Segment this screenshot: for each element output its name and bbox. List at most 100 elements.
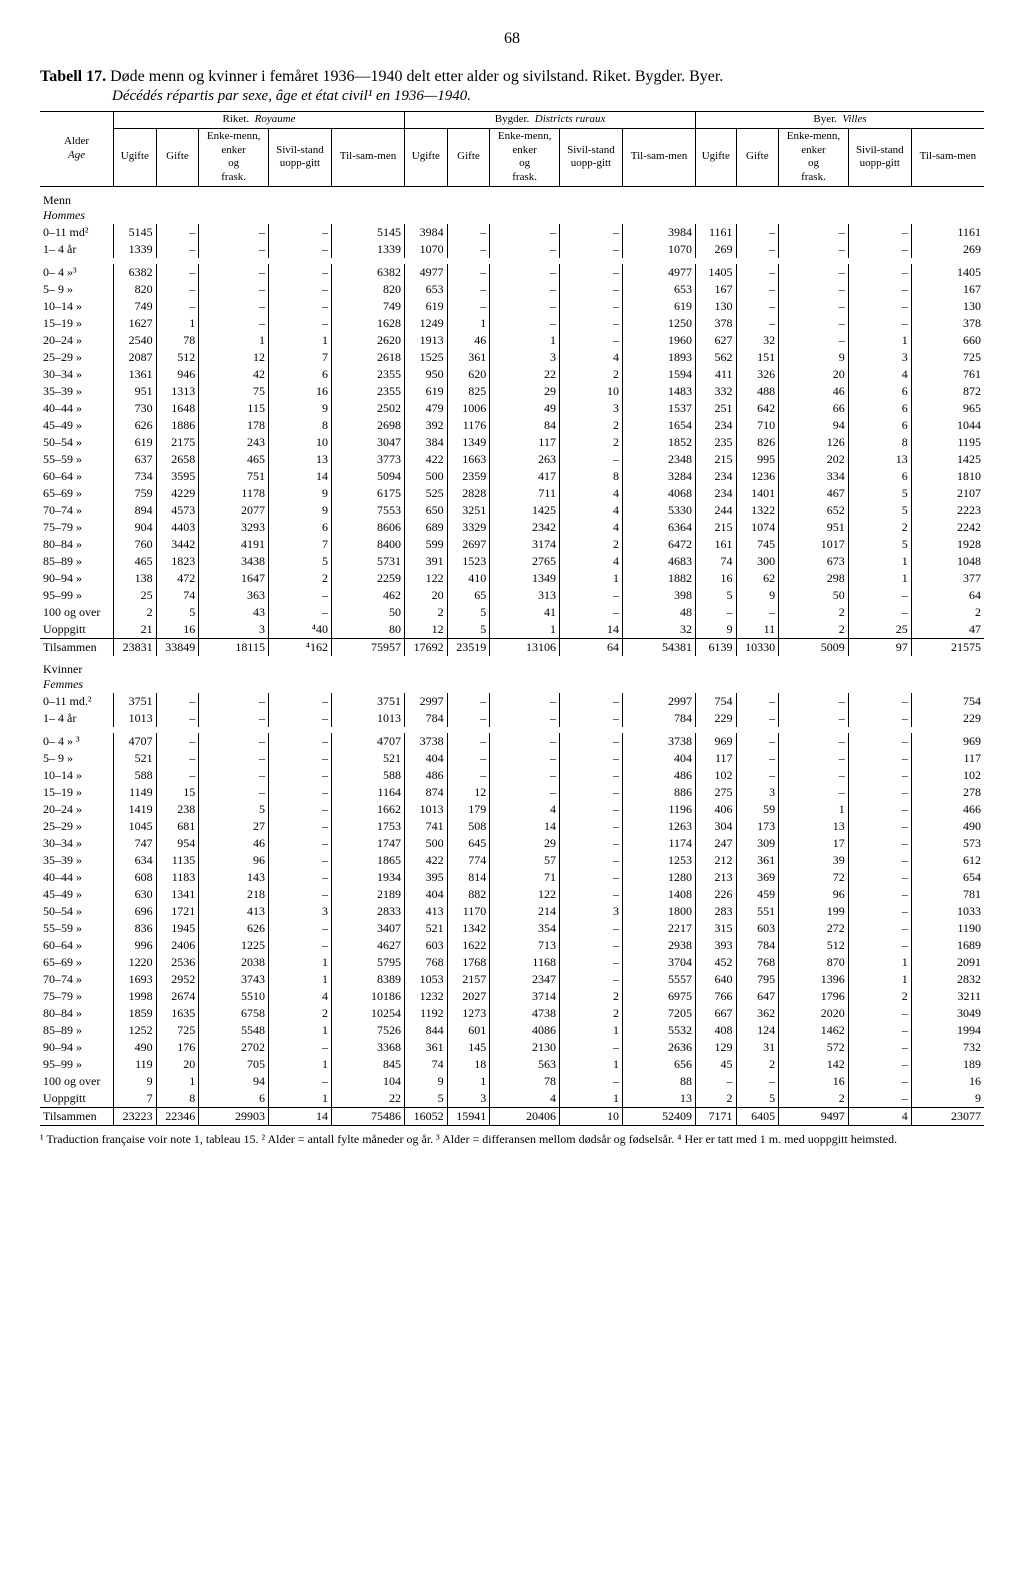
cell: 14 xyxy=(490,818,560,835)
row-label: 55–59 » xyxy=(40,920,114,937)
cell: 9 xyxy=(268,502,331,519)
total-cell: 23519 xyxy=(447,638,490,656)
cell: 640 xyxy=(696,971,736,988)
cell: 408 xyxy=(696,1022,736,1039)
cell: – xyxy=(736,264,779,281)
cell: 667 xyxy=(696,1005,736,1022)
cell: – xyxy=(559,1073,622,1090)
cell: 2502 xyxy=(331,400,404,417)
cell: – xyxy=(156,750,199,767)
cell: 6 xyxy=(848,383,911,400)
cell: 656 xyxy=(622,1056,695,1073)
cell: – xyxy=(779,332,849,349)
cell: – xyxy=(199,224,269,241)
cell: 263 xyxy=(490,451,560,468)
cell: 4 xyxy=(559,502,622,519)
cell: 2175 xyxy=(156,434,199,451)
cell: 1053 xyxy=(405,971,448,988)
cell: 9 xyxy=(268,400,331,417)
cell: – xyxy=(559,835,622,852)
cell: 1913 xyxy=(405,332,448,349)
cell: 16 xyxy=(156,621,199,639)
cell: 603 xyxy=(405,937,448,954)
cell: 404 xyxy=(405,886,448,903)
cell: – xyxy=(447,750,490,767)
cell: 25 xyxy=(114,587,157,604)
row-label: 0– 4 »³ xyxy=(40,264,114,281)
total-label: Tilsammen xyxy=(40,638,114,656)
cell: 6 xyxy=(268,366,331,383)
table-row: 55–59 »8361945626–34075211342354–2217315… xyxy=(40,920,984,937)
cell: 7205 xyxy=(622,1005,695,1022)
cell: 1 xyxy=(848,570,911,587)
cell: 642 xyxy=(736,400,779,417)
row-label: 1– 4 år xyxy=(40,241,114,258)
cell: – xyxy=(490,767,560,784)
cell: 588 xyxy=(114,767,157,784)
total-cell: 52409 xyxy=(622,1107,695,1125)
row-label: 60–64 » xyxy=(40,468,114,485)
cell: 80 xyxy=(331,621,404,639)
cell: 161 xyxy=(696,536,736,553)
cell: 10 xyxy=(559,383,622,400)
cell: 465 xyxy=(114,553,157,570)
cell: 766 xyxy=(696,988,736,1005)
cell: 3984 xyxy=(622,224,695,241)
cell: – xyxy=(447,224,490,241)
cell: 10254 xyxy=(331,1005,404,1022)
table-row: 0–11 md.²3751–––37512997–––2997754–––754 xyxy=(40,693,984,710)
title-prefix: Tabell 17. xyxy=(40,68,106,85)
cell: – xyxy=(848,835,911,852)
cell: 243 xyxy=(199,434,269,451)
cell: 315 xyxy=(696,920,736,937)
cell: 6 xyxy=(848,417,911,434)
cell: 2 xyxy=(559,1005,622,1022)
cell: 6175 xyxy=(331,485,404,502)
cell: – xyxy=(559,750,622,767)
cell: 1525 xyxy=(405,349,448,366)
cell: 1537 xyxy=(622,400,695,417)
cell: 1322 xyxy=(736,502,779,519)
cell: 612 xyxy=(911,852,984,869)
cell: 238 xyxy=(156,801,199,818)
cell: 32 xyxy=(736,332,779,349)
cell: 2 xyxy=(848,988,911,1005)
cell: – xyxy=(848,750,911,767)
cell: – xyxy=(268,281,331,298)
cell: 1 xyxy=(447,1073,490,1090)
cell: 1168 xyxy=(490,954,560,971)
cell: – xyxy=(199,733,269,750)
cell: 15 xyxy=(156,784,199,801)
cell: 5094 xyxy=(331,468,404,485)
cell: 734 xyxy=(114,468,157,485)
cell: – xyxy=(490,693,560,710)
cell: 212 xyxy=(696,852,736,869)
row-label: 30–34 » xyxy=(40,835,114,852)
cell: 551 xyxy=(736,903,779,920)
cell: 761 xyxy=(911,366,984,383)
cell: 4 xyxy=(490,1090,560,1108)
cell: 872 xyxy=(911,383,984,400)
table-row: 20–24 »2540781126201913461–196062732–166… xyxy=(40,332,984,349)
row-label: 40–44 » xyxy=(40,400,114,417)
cell: 9 xyxy=(405,1073,448,1090)
row-label: 35–39 » xyxy=(40,383,114,400)
cell: 1628 xyxy=(331,315,404,332)
cell: 4229 xyxy=(156,485,199,502)
cell: 50 xyxy=(331,604,404,621)
cell: 361 xyxy=(405,1039,448,1056)
cell: 490 xyxy=(911,818,984,835)
cell: 563 xyxy=(490,1056,560,1073)
cell: 1662 xyxy=(331,801,404,818)
cell: 1 xyxy=(268,332,331,349)
cell: 2 xyxy=(559,988,622,1005)
cell: 3 xyxy=(559,400,622,417)
cell: 1249 xyxy=(405,315,448,332)
cell: 1074 xyxy=(736,519,779,536)
cell: – xyxy=(268,767,331,784)
cell: 13 xyxy=(848,451,911,468)
col-header: Til-sam-men xyxy=(622,128,695,186)
cell: 1 xyxy=(268,1056,331,1073)
row-label: 35–39 » xyxy=(40,852,114,869)
cell: 2765 xyxy=(490,553,560,570)
